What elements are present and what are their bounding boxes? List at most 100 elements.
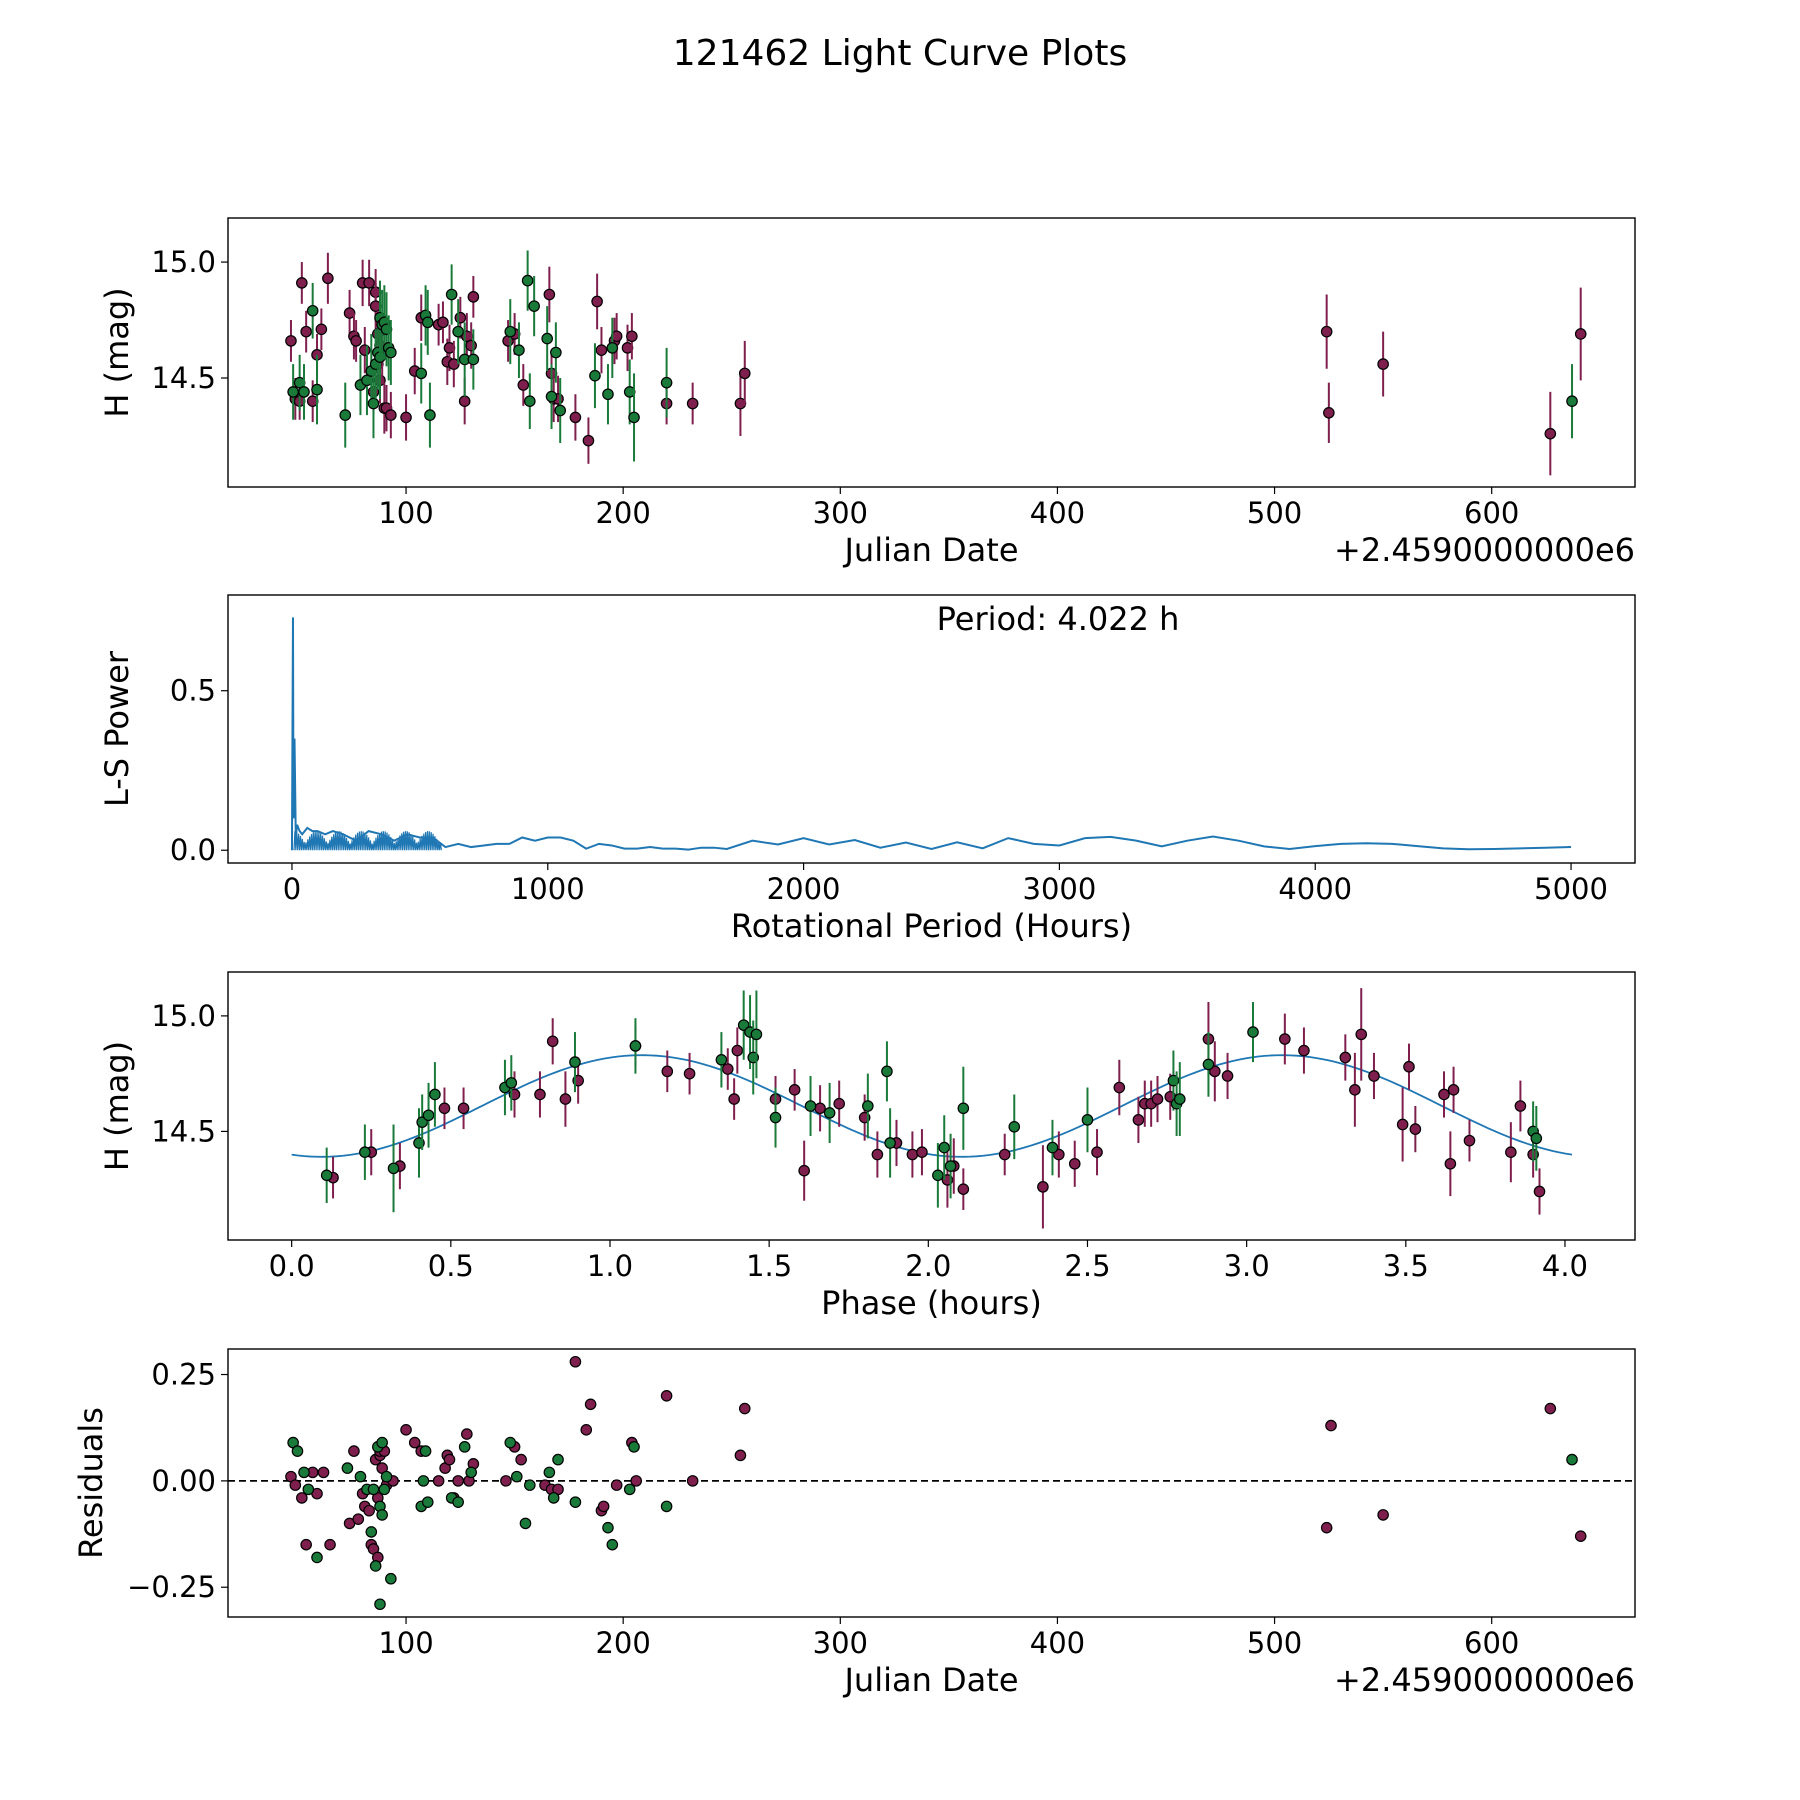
- data-point: [610, 1479, 623, 1491]
- series-green: [320, 990, 1543, 1213]
- data-point: [580, 1424, 593, 1436]
- data-point: [457, 1102, 470, 1115]
- data-point: [287, 386, 299, 398]
- model-fit-curve: [291, 1054, 1573, 1158]
- data-point: [421, 316, 434, 329]
- x-tick-label: 600: [1464, 496, 1519, 530]
- data-point: [938, 1141, 951, 1154]
- data-point: [504, 325, 517, 338]
- x-axis-label: Phase (hours): [821, 1284, 1042, 1322]
- axes-frame: [227, 217, 1636, 488]
- data-point: [543, 288, 556, 301]
- x-tick-label: 100: [378, 496, 433, 530]
- data-point: [1533, 1185, 1546, 1198]
- data-point: [543, 1466, 556, 1479]
- y-axis-label: H (mag): [98, 287, 136, 417]
- data-point: [341, 1462, 354, 1474]
- data-point: [595, 344, 608, 356]
- x-tick-label: 3000: [1023, 872, 1097, 906]
- x-tick-label: 500: [1247, 496, 1302, 530]
- data-point: [458, 395, 471, 407]
- y-tick-label: 0.5: [170, 674, 216, 708]
- data-point: [1444, 1157, 1457, 1170]
- x-tick-label: 1.0: [587, 1249, 633, 1283]
- data-point: [298, 386, 310, 398]
- data-point: [461, 1428, 473, 1440]
- data-point: [660, 1500, 673, 1513]
- x-tick-label: 5000: [1534, 872, 1608, 906]
- x-tick-label: 2.5: [1064, 1249, 1110, 1283]
- data-point: [629, 1040, 642, 1052]
- data-point: [467, 353, 480, 366]
- data-point: [823, 1107, 836, 1119]
- data-point: [547, 1492, 560, 1504]
- data-point: [500, 1475, 512, 1487]
- data-point: [300, 1538, 312, 1551]
- data-point: [660, 1389, 673, 1402]
- data-point: [528, 300, 540, 312]
- data-point: [339, 409, 352, 421]
- data-point: [932, 1169, 944, 1182]
- data-point: [728, 1093, 740, 1105]
- data-point: [683, 1067, 696, 1080]
- data-point: [306, 304, 319, 317]
- data-point: [387, 1162, 400, 1175]
- data-point: [738, 367, 751, 380]
- data-point: [1320, 1521, 1333, 1534]
- data-point: [686, 397, 699, 410]
- data-point: [385, 346, 397, 359]
- data-point: [1403, 1060, 1415, 1073]
- x-offset-label: +2.4590000000e6: [1334, 531, 1635, 569]
- data-point: [606, 342, 619, 354]
- data-point: [521, 274, 534, 287]
- data-point: [365, 1526, 378, 1538]
- subplot-2: 0 1000 2000 3000 4000 5000 0.0 0.5 Rotational Pe…: [98, 594, 1636, 945]
- data-point: [350, 335, 362, 347]
- data-point: [1008, 1120, 1021, 1133]
- period-annotation: Period: 4.022 h: [937, 600, 1180, 638]
- axes-frame: [227, 594, 1636, 864]
- data-point: [1279, 1033, 1291, 1045]
- data-point: [1113, 1081, 1126, 1094]
- series-magenta: [285, 252, 1587, 476]
- y-axis-label: Residuals: [72, 1407, 110, 1559]
- data-point: [374, 1598, 386, 1611]
- x-tick-label: 0: [283, 872, 301, 906]
- x-tick-label: 1000: [511, 872, 585, 906]
- data-point: [731, 1044, 744, 1057]
- x-tick-label: 300: [813, 496, 868, 530]
- data-point: [1173, 1093, 1186, 1105]
- data-point: [504, 1436, 517, 1449]
- data-point: [320, 1169, 333, 1182]
- x-tick-label: 3.5: [1383, 1249, 1429, 1283]
- data-point: [569, 411, 582, 424]
- data-point: [1151, 1093, 1164, 1105]
- y-tick-label: 14.5: [151, 1114, 216, 1148]
- x-tick-label: 2.0: [905, 1249, 951, 1283]
- x-axis-label: Julian Date: [842, 531, 1018, 569]
- data-point: [1046, 1141, 1059, 1154]
- x-tick-label: 400: [1030, 1626, 1085, 1660]
- axes-frame: [227, 971, 1636, 1241]
- data-point: [400, 1424, 412, 1436]
- data-point: [1530, 1132, 1543, 1145]
- data-point: [458, 1441, 471, 1453]
- data-point: [602, 388, 614, 401]
- data-point: [311, 383, 323, 396]
- data-point: [322, 272, 334, 285]
- data-point: [419, 1445, 432, 1457]
- data-point: [467, 291, 480, 303]
- data-point: [738, 1402, 751, 1415]
- data-point: [289, 1479, 302, 1491]
- x-axis-label: Julian Date: [842, 1661, 1018, 1699]
- data-point: [1396, 1118, 1409, 1131]
- data-point: [465, 1466, 477, 1479]
- data-point: [1544, 1402, 1557, 1415]
- x-tick-label: 200: [595, 1626, 650, 1660]
- data-point: [1574, 1530, 1587, 1542]
- data-point: [569, 1496, 582, 1508]
- data-point: [369, 1560, 382, 1572]
- data-point: [623, 1483, 636, 1496]
- data-point: [367, 1483, 380, 1496]
